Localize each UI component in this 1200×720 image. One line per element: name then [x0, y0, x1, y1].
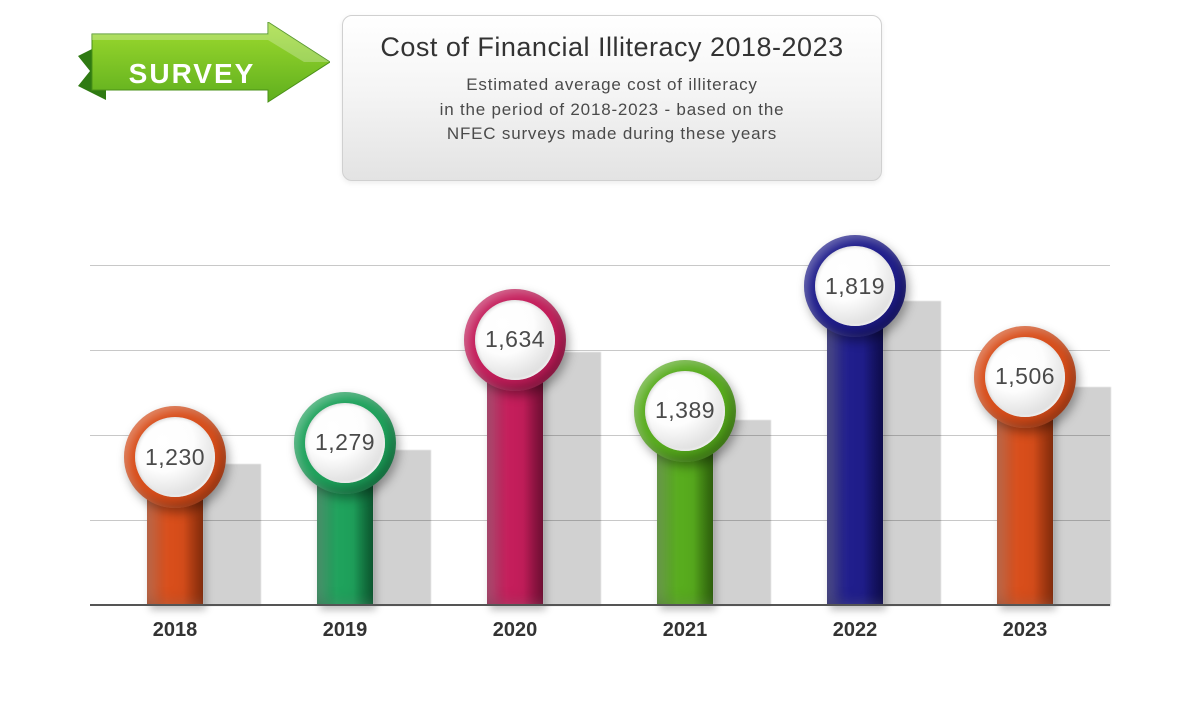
- bar: 1,230: [147, 456, 203, 606]
- survey-badge: SURVEY: [78, 22, 330, 110]
- value-knob: 1,634: [464, 289, 566, 391]
- bar-value-label: 1,634: [485, 326, 545, 353]
- chart-title: Cost of Financial Illiteracy 2018-2023: [371, 32, 853, 63]
- bar-item: 1,819: [790, 285, 920, 606]
- bar-shadow: [543, 352, 601, 606]
- value-knob: 1,506: [974, 326, 1076, 428]
- value-knob: 1,230: [124, 406, 226, 508]
- bar-value-label: 1,230: [145, 444, 205, 471]
- year-label: 2019: [280, 619, 410, 642]
- bar-shadow: [883, 301, 941, 606]
- bar-value-label: 1,506: [995, 363, 1055, 390]
- bars-row: 1,230 1,279 1,634 1,389 1,819 1,506: [90, 246, 1110, 606]
- year-label: 2020: [450, 619, 580, 642]
- bar-item: 1,279: [280, 442, 410, 606]
- bar: 1,389: [657, 410, 713, 606]
- bar-value-label: 1,819: [825, 273, 885, 300]
- value-knob: 1,819: [804, 235, 906, 337]
- bar-item: 1,506: [960, 376, 1090, 606]
- year-label: 2018: [110, 619, 240, 642]
- bar-value-label: 1,389: [655, 397, 715, 424]
- bar-shadow: [713, 420, 771, 606]
- title-box: Cost of Financial Illiteracy 2018-2023 E…: [342, 15, 882, 181]
- year-label: 2023: [960, 619, 1090, 642]
- bar-item: 1,389: [620, 410, 750, 606]
- survey-badge-label: SURVEY: [102, 58, 282, 90]
- value-knob-face: 1,279: [305, 403, 385, 483]
- value-knob-face: 1,634: [475, 300, 555, 380]
- value-knob: 1,389: [634, 360, 736, 462]
- value-knob: 1,279: [294, 392, 396, 494]
- value-knob-face: 1,506: [985, 337, 1065, 417]
- bar: 1,819: [827, 285, 883, 606]
- bar-shadow: [1053, 387, 1111, 606]
- year-label: 2021: [620, 619, 750, 642]
- bar: 1,506: [997, 376, 1053, 606]
- bar: 1,279: [317, 442, 373, 606]
- year-labels-row: 2018 2019 2020 2021 2022 2023: [90, 607, 1110, 642]
- chart-subtitle: Estimated average cost of illiteracy in …: [371, 73, 853, 147]
- value-knob-face: 1,819: [815, 246, 895, 326]
- bar-item: 1,230: [110, 456, 240, 606]
- bar-item: 1,634: [450, 339, 580, 606]
- bar-chart: 1,2301,2791,6341,3891,8191,506 201820192…: [90, 200, 1110, 680]
- baseline: [90, 604, 1110, 606]
- value-knob-face: 1,389: [645, 371, 725, 451]
- year-label: 2022: [790, 619, 920, 642]
- bar-value-label: 1,279: [315, 429, 375, 456]
- bar: 1,634: [487, 339, 543, 606]
- value-knob-face: 1,230: [135, 417, 215, 497]
- infographic-container: SURVEY Cost of Financial Illiteracy 2018…: [0, 0, 1200, 720]
